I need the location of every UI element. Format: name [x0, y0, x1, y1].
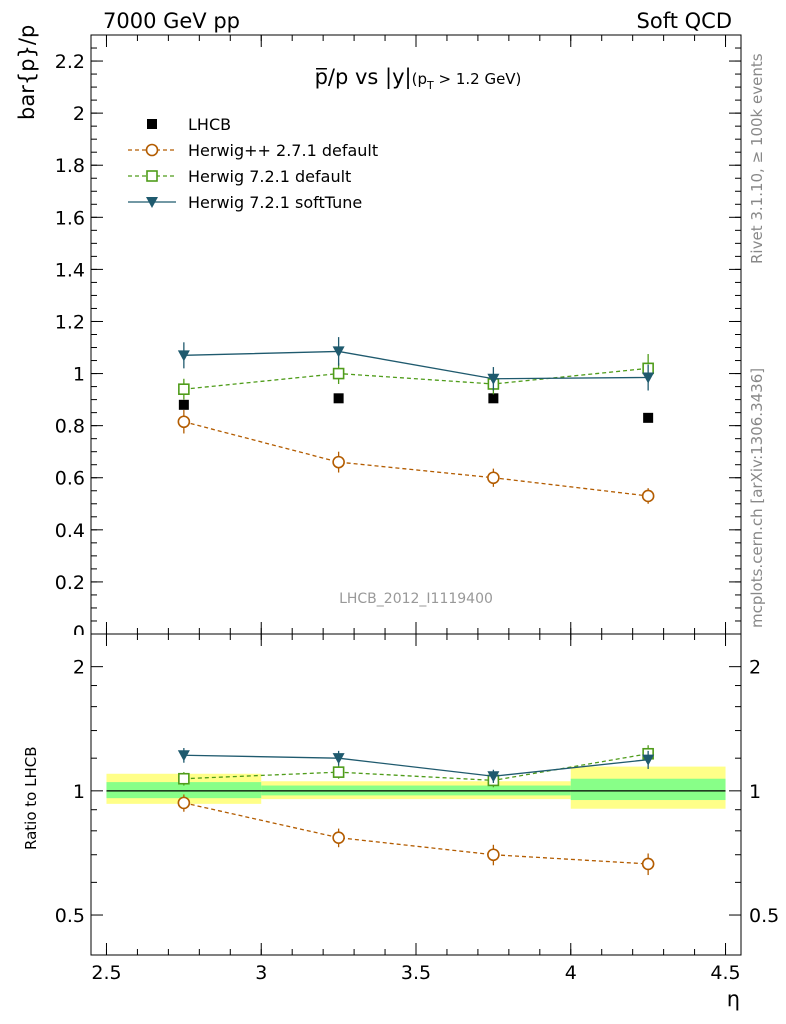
main-y-tick-label: 0.4	[55, 520, 85, 542]
main-zero-label-mask	[0, 635, 90, 655]
ratio-y-axis-label: Ratio to LHCB	[22, 746, 40, 850]
ratio-y-tick-label: 0.5	[55, 905, 85, 927]
ratio-series-0-point	[487, 848, 500, 862]
legend-entry-3: Herwig 7.2.1 softTune	[128, 193, 362, 212]
plot-title-sub: (p	[412, 70, 427, 88]
main-y-tick-label: 1.2	[55, 311, 85, 333]
ratio-plot: 0.5 0.5 1 1 2 2 2.5 3 3.5 4 4.5	[55, 633, 779, 984]
main-series-0-point	[178, 399, 189, 410]
ratio-series-0-point	[332, 831, 345, 844]
legend-entry-2-label: Herwig 7.2.1 default	[188, 167, 351, 186]
ratio-series-2	[177, 748, 655, 783]
analysis-id-label: LHCB_2012_I1119400	[339, 591, 493, 607]
main-series-3-point	[332, 346, 345, 358]
legend-entry-3-label: Herwig 7.2.1 softTune	[188, 193, 362, 212]
x-tick-label: 4.5	[710, 962, 740, 984]
main-series-0	[178, 393, 654, 423]
ratio-series-0-point	[177, 796, 191, 810]
main-y-tick-label: 1	[73, 364, 85, 386]
x-tick-label: 3.5	[401, 962, 431, 984]
x-tick-label: 3	[255, 962, 267, 984]
main-series-1-point	[641, 489, 655, 503]
ratio-series-1-point	[178, 772, 190, 785]
x-tick-label: 4	[565, 962, 577, 984]
main-y-tick-label: 1.4	[55, 259, 85, 281]
collision-label: 7000 GeV pp	[103, 9, 240, 33]
main-series-1	[177, 410, 655, 504]
main-plot: 0.20.40.60.811.21.41.61.822.20	[0, 34, 742, 655]
x-axis-label: η	[727, 987, 740, 1011]
main-series-0-point	[333, 393, 344, 404]
ratio-series-0	[177, 794, 655, 876]
main-y-tick-label: 0.8	[55, 416, 85, 438]
main-series-1-point	[177, 415, 191, 429]
legend-entry-3-marker	[146, 197, 158, 208]
ratio-series-0-line	[183, 802, 649, 865]
category-label: Soft QCD	[637, 9, 732, 33]
ratio-series-2-point	[177, 750, 190, 762]
plot-title-main: p̅/p vs |y|	[315, 65, 412, 90]
main-y-tick-label: 1.6	[55, 207, 85, 229]
ratio-y-tick-label-right: 2	[749, 657, 761, 679]
ratio-series-1-point	[332, 766, 345, 778]
main-series-2-point	[332, 367, 345, 380]
main-series-0-point	[488, 393, 499, 404]
ratio-series-2-point	[332, 753, 345, 765]
plot-title-sub-rest: > 1.2 GeV)	[434, 70, 522, 88]
main-series-3-line	[183, 350, 649, 380]
ratio-series-0-point	[641, 857, 655, 871]
ratio-series-2-point	[487, 771, 500, 783]
main-y-tick-label: 0.6	[55, 468, 85, 490]
mcplots-label: mcplots.cern.ch [arXiv:1306.3436]	[748, 368, 766, 628]
main-series-1-line	[183, 421, 649, 497]
legend: LHCB Herwig++ 2.7.1 default Herwig 7.2.1 d…	[128, 115, 378, 212]
legend-entry-0: LHCB	[147, 115, 231, 134]
legend-entry-1: Herwig++ 2.7.1 default	[128, 141, 378, 160]
rivet-version-label: Rivet 3.1.10, ≥ 100k events	[748, 53, 766, 264]
main-series-1-point	[332, 455, 345, 469]
legend-entry-0-marker	[147, 119, 157, 129]
plot-title: p̅/p vs |y|(pT > 1.2 GeV)	[315, 65, 522, 92]
main-series-2-point	[178, 383, 190, 395]
main-series-1-point	[487, 471, 500, 485]
main-y-axis-label: bar{p}/p	[15, 25, 39, 120]
x-tick-label: 2.5	[91, 962, 121, 984]
legend-entry-2-marker	[146, 170, 158, 182]
ratio-series-1-line	[183, 753, 649, 782]
main-series-0-point	[643, 412, 654, 423]
legend-entry-2: Herwig 7.2.1 default	[128, 167, 351, 186]
main-y-tick-label: 2	[73, 103, 85, 125]
main-series-3	[177, 337, 655, 391]
main-series-3-point	[177, 350, 190, 362]
main-series-2-line	[183, 367, 649, 390]
main-y-tick-label: 0.2	[55, 572, 85, 594]
legend-entry-1-marker	[145, 143, 159, 157]
main-series-3-point	[487, 373, 500, 385]
ratio-y-tick-label-right: 1	[749, 781, 761, 803]
main-series-3-point	[642, 372, 655, 384]
ratio-y-tick-label-right: 0.5	[749, 905, 779, 927]
ratio-uncertainty-band-inner	[106, 782, 262, 799]
main-y-tick-label: 2.2	[55, 51, 85, 73]
main-y-tick-label: 1.8	[55, 155, 85, 177]
plot-title-subscript: T	[426, 79, 434, 92]
ratio-series-2-line	[183, 754, 649, 777]
main-series-2	[178, 354, 654, 400]
ratio-y-tick-label: 1	[73, 781, 85, 803]
legend-entry-1-label: Herwig++ 2.7.1 default	[188, 141, 378, 160]
legend-entry-0-label: LHCB	[188, 115, 231, 134]
ratio-y-tick-label: 2	[73, 657, 85, 679]
ratio-uncertainty-band-inner	[570, 778, 726, 801]
ratio-series-2-point	[642, 754, 655, 766]
